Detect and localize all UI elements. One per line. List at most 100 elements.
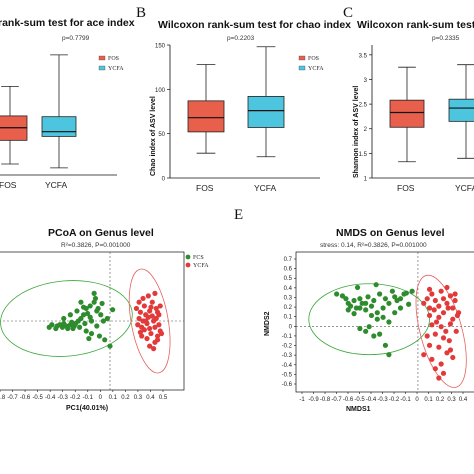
point-ycfa	[436, 375, 442, 381]
x-tick-label: -0.9	[308, 397, 319, 403]
y-tick-label: 0.1	[284, 315, 293, 321]
point-ycfa	[137, 329, 143, 335]
y-ticks: 0 50 100 150	[155, 44, 170, 183]
x-tick-label: -1	[299, 397, 305, 403]
point-ycfa	[152, 290, 158, 296]
point-fcs	[363, 328, 369, 334]
y-tick-label: 150	[155, 44, 166, 50]
point-ycfa	[426, 305, 433, 311]
point-ycfa	[154, 309, 161, 315]
point-fcs	[78, 299, 84, 305]
x-tick-label: -0.8	[0, 395, 6, 401]
point-ycfa	[152, 324, 158, 330]
y-tick-label: -0.3	[282, 353, 293, 359]
pcoa-panel: PCoA on Genus level R²=0.3826, P=0.00100…	[0, 227, 209, 412]
x-tick-label: -0.1	[400, 397, 411, 403]
point-ycfa	[433, 319, 440, 325]
x-tick-label: -0.4	[366, 397, 377, 403]
y-tick-label: 50	[158, 132, 165, 138]
x-tick-label: 0.1	[109, 395, 118, 401]
point-ycfa	[431, 307, 437, 313]
x-tick-label-fos: FOS	[196, 183, 214, 193]
point-ycfa	[140, 295, 146, 302]
confidence-ellipse-fcs	[308, 283, 430, 356]
y-axis-label: Shannon index of ASV level	[353, 86, 360, 178]
point-fcs	[377, 331, 383, 337]
x-tick-label-fos: FOS	[397, 183, 415, 193]
point-fcs	[357, 296, 363, 302]
point-fcs	[334, 291, 340, 297]
point-fcs	[347, 303, 354, 309]
point-ycfa	[429, 291, 435, 297]
x-tick-label: -0.6	[343, 397, 354, 403]
x-tick-label: -0.8	[320, 397, 331, 403]
confidence-ellipse-fcs	[0, 280, 133, 357]
chart-subtitle: p=0.2203	[227, 35, 255, 42]
x-tick-label: -0.6	[20, 395, 31, 401]
point-ycfa	[149, 313, 155, 319]
point-ycfa	[141, 327, 147, 333]
point-fcs	[80, 312, 87, 318]
point-fcs	[91, 290, 97, 296]
x-tick-label-ycfa: YCFA	[45, 180, 68, 190]
x-tick-label: 0.4	[146, 395, 155, 401]
point-fcs	[98, 312, 104, 318]
point-fcs	[61, 315, 67, 322]
point-ycfa	[154, 333, 161, 339]
scatter-marks	[0, 252, 184, 390]
y-tick-label: 0	[289, 324, 293, 330]
point-fcs	[84, 310, 91, 317]
x-tick-label: -0.3	[58, 395, 69, 401]
box-ycfa	[247, 96, 285, 128]
x-tick-label: -0.2	[389, 397, 400, 403]
point-ycfa	[157, 303, 163, 309]
point-fcs	[363, 307, 369, 313]
chart-title: NMDS on Genus level	[336, 227, 445, 239]
point-fcs	[354, 284, 361, 291]
point-ycfa	[133, 305, 140, 312]
axis-ticks: -0.8-0.7-0.6-0.5-0.4-0.3-0.2-0.1 0 0.10.2 0…	[0, 390, 168, 401]
legend-label-ycfa: YCFA	[193, 263, 209, 269]
point-ycfa	[158, 330, 165, 337]
box-marks	[0, 54, 77, 169]
point-ycfa	[136, 315, 142, 322]
box-marks	[187, 46, 285, 158]
point-fcs	[357, 305, 363, 311]
point-ycfa	[444, 300, 450, 306]
legend-label-ycfa: YCFA	[308, 66, 324, 72]
point-ycfa	[135, 322, 141, 328]
point-ycfa	[429, 356, 435, 362]
x-tick-label: -0.5	[354, 397, 365, 403]
point-ycfa	[447, 293, 454, 299]
point-fcs	[357, 325, 363, 332]
point-fcs	[373, 282, 379, 288]
point-ycfa	[424, 296, 430, 302]
point-fcs	[87, 303, 93, 309]
chart-title: rank-sum test for ace index	[0, 17, 135, 29]
point-fcs	[397, 296, 404, 302]
legend-label-fos: FOS	[108, 56, 119, 62]
y-ticks: 1 1.5 2 2.5 3 3.5	[359, 53, 372, 183]
x-axis-label: NMDS1	[346, 406, 371, 413]
y-tick-label: 0.6	[284, 267, 293, 273]
point-ycfa	[452, 291, 458, 297]
point-fcs	[343, 296, 349, 302]
point-ycfa	[436, 303, 442, 309]
point-ycfa	[447, 321, 454, 327]
point-fcs	[397, 305, 404, 311]
point-fcs	[382, 342, 389, 348]
nmds-panel: NMDS on Genus level stress: 0.14, R²=0.3…	[264, 227, 474, 413]
y-tick-label: 0.4	[284, 286, 293, 292]
point-fcs	[107, 343, 113, 349]
point-fcs	[67, 312, 73, 318]
chart-title: Wilcoxon rank-sum test for chao index	[158, 19, 351, 31]
legend: FOS YCFA	[298, 55, 324, 72]
point-fcs	[83, 328, 89, 334]
x-tick-label: -0.2	[70, 395, 81, 401]
point-fcs	[368, 303, 375, 309]
point-ycfa	[153, 315, 159, 322]
point-ycfa	[445, 305, 451, 311]
x-tick-label: -0.7	[331, 397, 342, 403]
chart-subtitle: R²=0.3826, P=0.001000	[61, 242, 131, 249]
point-fcs	[403, 290, 409, 296]
